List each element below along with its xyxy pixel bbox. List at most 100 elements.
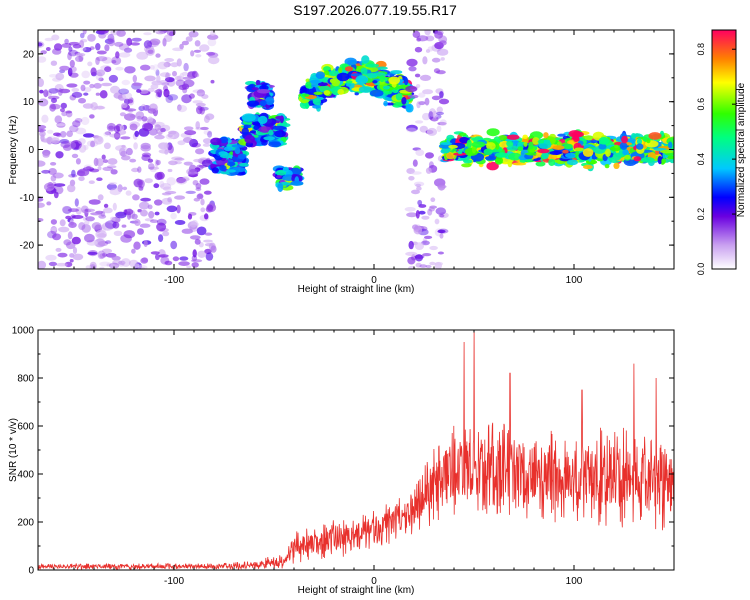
spectrogram-cell — [87, 251, 98, 255]
spectrogram-cell — [69, 66, 77, 73]
spectrogram-cell — [210, 79, 215, 84]
spectrogram-cell — [415, 262, 422, 268]
spectrogram-cell — [118, 88, 130, 95]
spectrogram-cell — [121, 144, 126, 148]
spectrogram-cell — [109, 216, 116, 222]
spectrogram-cell — [108, 125, 114, 130]
spectrogram-cell — [532, 137, 540, 145]
spectrogram-cell — [47, 95, 60, 100]
spectrogram-cell — [99, 90, 108, 99]
spectrogram-cell — [50, 162, 57, 166]
spectrogram-cell — [88, 199, 101, 205]
spectrogram-cell — [189, 138, 199, 148]
spectrogram-cell — [614, 144, 619, 149]
spectrogram-cell — [168, 130, 177, 135]
spectrogram-cell — [48, 261, 58, 267]
spectrogram-cell — [181, 40, 189, 46]
spectrogram-cell — [158, 234, 164, 243]
spectrogram-cell — [81, 70, 90, 79]
spectrogram-cell — [195, 183, 202, 190]
spectrogram-cell — [87, 34, 96, 42]
spectrogram-cell — [46, 183, 57, 189]
spectrogram-cell — [301, 93, 310, 97]
spectrogram-cell — [275, 115, 284, 120]
y-tick-label: 20 — [23, 49, 35, 60]
spectrogram-cell — [337, 88, 345, 95]
spectrogram-cell — [439, 91, 444, 99]
spectrogram-cell — [305, 81, 312, 89]
y-tick-label: -20 — [20, 241, 35, 252]
spectrogram-cell — [102, 252, 108, 257]
spectrogram-cell — [193, 158, 202, 163]
spectrogram-cell — [237, 153, 247, 160]
spectrogram-cell — [61, 43, 72, 48]
spectrogram-cell — [60, 141, 71, 148]
spectrogram-cell — [163, 34, 173, 42]
spectrogram-cell — [90, 102, 98, 111]
spectrogram-cell — [412, 159, 418, 167]
spectrogram-cell — [49, 103, 56, 112]
spectrogram-cell — [277, 183, 284, 192]
spectrogram-cell — [272, 125, 287, 131]
spectrogram-cell — [138, 105, 145, 112]
spectrogram-cell — [408, 66, 417, 72]
spectrogram-cell — [104, 131, 112, 136]
spectrogram-cell — [422, 237, 427, 244]
spectrogram-cell — [446, 152, 455, 160]
spectrogram-cell — [87, 61, 93, 67]
spectrogram-cell — [78, 138, 86, 145]
spectrogram-cell — [141, 103, 147, 111]
spectrogram-cell — [143, 40, 152, 49]
spectrogram-cell — [598, 137, 610, 145]
spectrogram-cell — [183, 126, 194, 131]
spectrogram-cell — [71, 91, 83, 98]
spectrogram-cell — [156, 171, 165, 180]
x-tick-label: -100 — [164, 576, 184, 587]
snr-y-ticks: 0 200 400 600 800 1000 — [12, 326, 674, 577]
spectrogram-cell — [38, 128, 47, 132]
spectrogram-cell — [137, 166, 142, 173]
spectrogram-feature — [244, 79, 276, 111]
spectrogram-cell — [110, 85, 120, 94]
spectrogram-cell — [115, 51, 120, 59]
spectrogram-cell — [414, 73, 421, 78]
spectrogram-cell — [434, 31, 443, 39]
spectrogram-cell — [565, 153, 576, 158]
spectrogram-cell — [574, 147, 584, 152]
spectrogram-cell — [241, 113, 256, 122]
spectrogram-cell — [192, 100, 203, 104]
spectrogram-cell — [227, 161, 236, 167]
spectrogram-cell — [45, 254, 57, 261]
spectrogram-cell — [328, 70, 339, 77]
spectrogram-cell — [251, 87, 260, 91]
spectrogram-cell — [202, 138, 213, 144]
spectrogram-cell — [152, 64, 159, 72]
spectrogram-x-ticks: -100 0 100 — [53, 30, 675, 286]
spectrogram-cell — [83, 164, 93, 170]
spectrogram-cell — [124, 66, 136, 74]
spectrogram-cell — [199, 178, 210, 185]
spectrogram-cell — [331, 78, 341, 87]
spectrogram-cell — [241, 127, 249, 135]
spectrogram-cell — [71, 169, 76, 178]
spectrogram-cell — [176, 177, 188, 185]
spectrogram-cell — [124, 108, 137, 112]
spectrogram-cell — [425, 49, 431, 53]
spectrogram-cell — [429, 245, 438, 251]
spectrogram-cell — [206, 203, 217, 213]
spectrogram-cell — [132, 194, 140, 201]
spectrogram-cell — [220, 154, 233, 159]
spectrogram-cell — [157, 61, 169, 70]
y-tick-label: 10 — [23, 97, 35, 108]
spectrogram-cell — [428, 108, 436, 117]
spectrogram-cell — [435, 207, 447, 215]
spectrogram-cell — [197, 250, 206, 258]
spectrogram-cell — [47, 129, 54, 134]
spectrogram-cell — [367, 73, 378, 79]
spectrogram-cell — [184, 130, 197, 136]
spectrogram-cell — [111, 255, 121, 261]
spectrogram-cell — [101, 56, 113, 64]
spectrogram-cell — [53, 183, 66, 187]
spectrogram-cell — [154, 124, 162, 131]
